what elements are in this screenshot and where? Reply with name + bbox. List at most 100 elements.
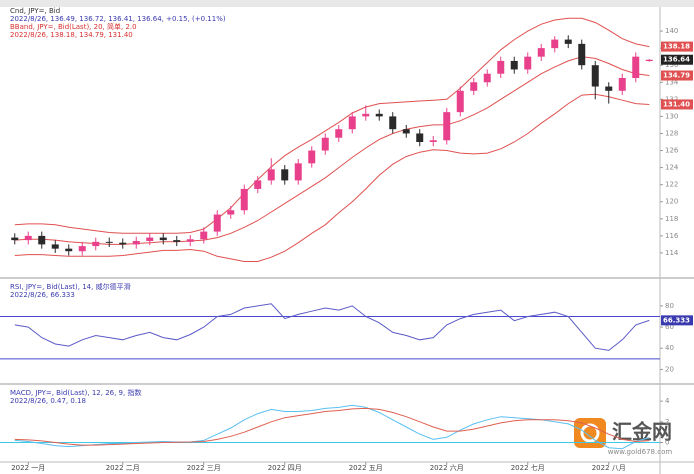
candle-body — [119, 242, 127, 245]
candle-body — [281, 169, 289, 181]
legend-text: 2022/8/26, 138.18, 134.79, 131.40 — [10, 31, 133, 39]
y-tick-label: 122 — [665, 181, 678, 189]
y-tick-label: 128 — [665, 129, 678, 137]
y-tick-label: 140 — [665, 27, 678, 35]
candle-body — [483, 73, 491, 83]
last-value-label: 131.40 — [663, 100, 690, 108]
series-line — [14, 56, 650, 245]
y-tick-label: 126 — [665, 147, 679, 155]
candle-body — [227, 210, 235, 215]
candle-body — [537, 48, 545, 57]
y-tick-label: 80 — [665, 302, 674, 310]
x-tick-label: 2022 三月 — [187, 464, 221, 472]
legend-text: 2022/8/26, 66.333 — [10, 291, 75, 299]
watermark-icon-mark — [580, 423, 600, 443]
candle-body — [551, 39, 559, 49]
candle-body — [308, 150, 316, 164]
candle-body — [618, 78, 626, 91]
candle-body — [186, 239, 194, 242]
candle-body — [11, 237, 19, 241]
x-tick-label: 2022 二月 — [106, 464, 140, 472]
candle-body — [578, 43, 586, 66]
last-value-tag — [661, 99, 693, 110]
candle-body — [402, 129, 410, 134]
candle-body — [645, 59, 653, 62]
y-tick-label: 4 — [665, 397, 670, 405]
candle-body — [78, 246, 86, 252]
y-tick-label: 20 — [665, 365, 674, 373]
last-value-label: 136.64 — [663, 56, 690, 64]
candle-body — [267, 169, 275, 181]
candle-body — [632, 56, 640, 78]
candle-body — [524, 56, 532, 70]
candle-body — [51, 244, 59, 249]
last-value-label: 138.18 — [663, 43, 690, 51]
watermark-url: www.gold678.com — [608, 448, 673, 456]
candle-body — [24, 235, 32, 241]
title-bar — [0, 0, 694, 7]
candle-body — [173, 240, 181, 242]
last-value-label: 134.79 — [663, 72, 690, 80]
candle-body — [348, 116, 356, 130]
x-tick-label: 2022 一月 — [11, 464, 45, 472]
candle-body — [335, 129, 343, 138]
candle-body — [159, 237, 167, 241]
candle-body — [591, 65, 599, 87]
candle-body — [105, 241, 113, 243]
y-tick-label: 40 — [665, 344, 674, 352]
candle-body — [38, 235, 46, 245]
y-tick-label: 60 — [665, 323, 674, 331]
legend-text: Cnd, JPY=, Bid — [10, 7, 60, 15]
legend-text: RSI, JPY=, Bid(Last), 14, 威尔德平滑 — [10, 282, 131, 291]
watermark: 汇金网 www.gold678.com — [574, 418, 672, 456]
candle-body — [375, 113, 383, 117]
candle-body — [321, 137, 329, 151]
series-line — [14, 93, 650, 262]
last-value-tag — [661, 70, 693, 81]
legend-text: BBand, JPY=, Bid(Last), 20, 简单, 2.0 — [10, 22, 137, 31]
candle-body — [389, 116, 397, 130]
series-line — [14, 17, 650, 234]
x-tick-label: 2022 八月 — [592, 464, 626, 472]
x-tick-label: 2022 六月 — [430, 463, 464, 472]
candle-body — [497, 60, 505, 74]
y-tick-label: 124 — [665, 164, 679, 172]
x-tick-label: 2022 四月 — [268, 464, 302, 472]
y-tick-label: 116 — [665, 232, 679, 240]
legend-text: 2022/8/26, 136.49, 136.72, 136.41, 136.6… — [10, 15, 226, 23]
candle-body — [132, 240, 140, 245]
candle-body — [416, 133, 424, 142]
legend-text: MACD, JPY=, Bid(Last), 12, 26, 9, 指数 — [10, 388, 141, 397]
candle-body — [200, 231, 208, 240]
candle-body — [510, 60, 518, 70]
candle-body — [564, 39, 572, 44]
candle-body — [92, 241, 100, 247]
y-tick-label: 136 — [665, 61, 679, 69]
last-value-tag — [661, 41, 693, 52]
x-tick-label: 2022 五月 — [349, 464, 383, 472]
x-tick-label: 2022 七月 — [511, 463, 545, 472]
candle-body — [429, 140, 437, 142]
y-tick-label: 114 — [665, 249, 679, 257]
candle-body — [146, 237, 154, 241]
y-tick-label: 134 — [665, 78, 679, 86]
y-tick-label: 120 — [665, 198, 678, 206]
y-tick-label: 130 — [665, 112, 678, 120]
candle-body — [456, 90, 464, 113]
last-value-label: 66.333 — [663, 316, 690, 324]
candle-body — [213, 214, 221, 232]
series-line — [14, 407, 650, 446]
y-tick-label: 0 — [665, 439, 669, 447]
candle-body — [362, 113, 370, 117]
series-line — [14, 303, 650, 351]
candle-body — [294, 163, 302, 181]
y-tick-label: 132 — [665, 95, 678, 103]
candle-body — [65, 248, 73, 252]
watermark-icon — [574, 418, 606, 448]
candle-body — [605, 86, 613, 91]
candle-body — [443, 112, 451, 141]
candle-body — [254, 180, 262, 189]
y-tick-label: 2 — [665, 418, 669, 426]
legend-text: 2022/8/26, 0.47, 0.18 — [10, 397, 86, 405]
y-tick-label: 118 — [665, 215, 678, 223]
